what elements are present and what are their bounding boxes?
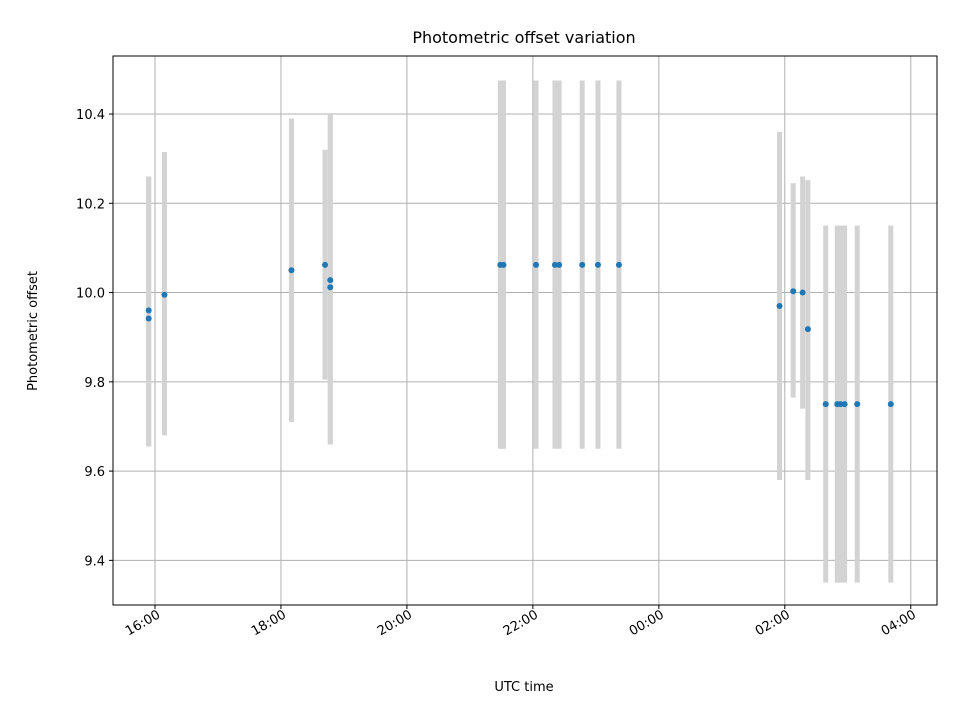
data-point xyxy=(556,261,563,268)
error-bars xyxy=(146,80,894,583)
data-point xyxy=(790,288,797,295)
data-point xyxy=(145,307,152,314)
data-point xyxy=(615,261,622,268)
x-tick-label: 22:00 xyxy=(501,607,541,639)
data-point xyxy=(327,277,334,284)
x-tick-label: 04:00 xyxy=(879,607,919,639)
chart-title: Photometric offset variation xyxy=(412,28,635,47)
plot-frame xyxy=(112,55,938,606)
x-tick-label: 00:00 xyxy=(627,607,667,639)
y-tick-label: 10.2 xyxy=(76,197,105,212)
y-tick-label: 9.6 xyxy=(84,465,105,480)
data-point xyxy=(776,302,783,309)
data-point xyxy=(533,261,540,268)
data-point xyxy=(161,291,168,298)
x-tick-label: 18:00 xyxy=(249,607,289,639)
data-point xyxy=(145,315,152,322)
y-axis-label: Photometric offset xyxy=(26,271,41,391)
x-tick-label: 20:00 xyxy=(375,607,415,639)
data-point xyxy=(594,261,601,268)
data-point xyxy=(551,261,558,268)
data-point xyxy=(579,261,586,268)
y-tick-label: 9.4 xyxy=(84,554,105,569)
data-point xyxy=(327,284,334,291)
data-point xyxy=(799,289,806,296)
data-points xyxy=(145,261,894,408)
data-point xyxy=(804,326,811,333)
y-tick-label: 9.8 xyxy=(84,376,105,391)
data-point xyxy=(837,401,844,408)
data-point xyxy=(887,401,894,408)
data-point xyxy=(841,401,848,408)
data-point xyxy=(822,401,829,408)
x-tick-label: 02:00 xyxy=(753,607,793,639)
x-axis-label: UTC time xyxy=(494,680,553,695)
grid xyxy=(113,56,937,605)
data-point xyxy=(854,401,861,408)
x-tick-label: 16:00 xyxy=(123,607,163,639)
data-point xyxy=(288,267,295,274)
y-tick-label: 10.4 xyxy=(76,108,105,123)
data-point xyxy=(322,261,329,268)
y-tick-label: 10.0 xyxy=(76,287,105,302)
data-point xyxy=(500,261,507,268)
